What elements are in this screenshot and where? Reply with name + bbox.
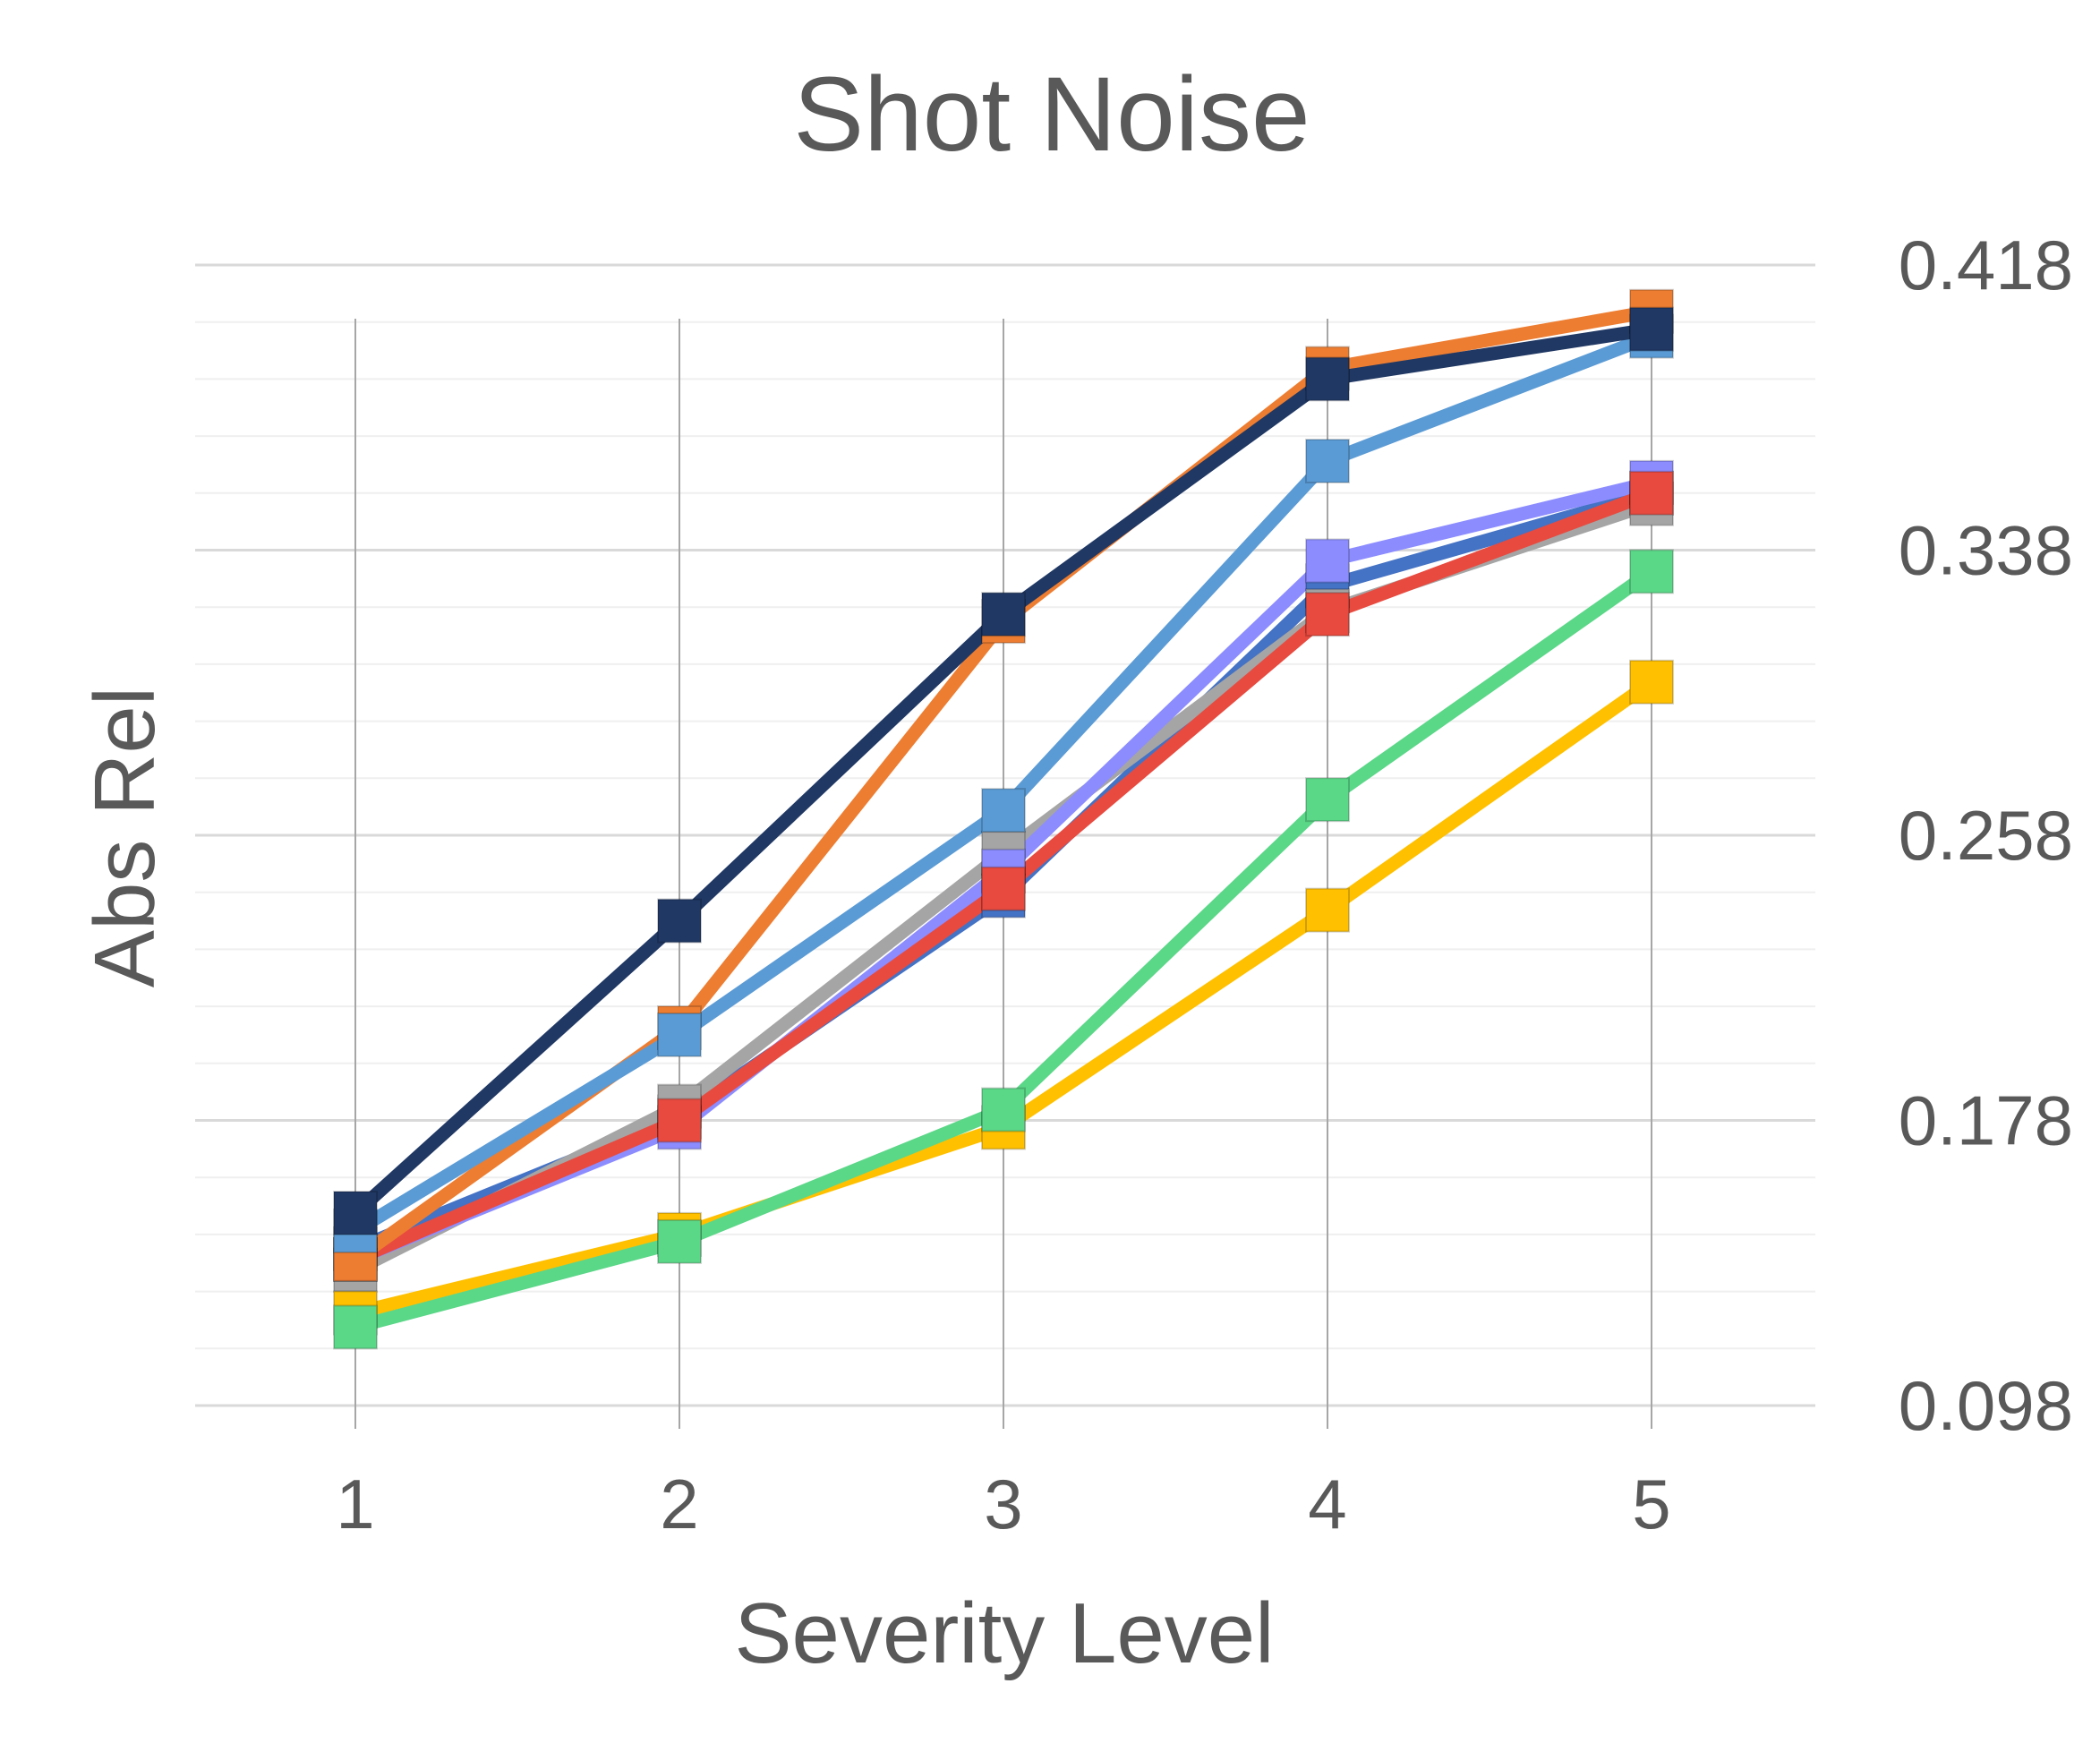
- series-8-point-4: [1305, 438, 1350, 483]
- x-axis-label: Severity Level: [735, 1585, 1275, 1681]
- x-tick-label: 3: [984, 1465, 1022, 1543]
- series-5-point-5: [1629, 659, 1674, 705]
- x-tick-label: 5: [1632, 1465, 1670, 1543]
- y-tick-label: 0.338: [1899, 511, 2073, 590]
- x-tick-label: 4: [1308, 1465, 1346, 1543]
- series-9-point-5: [1629, 306, 1674, 352]
- series-9-point-4: [1305, 356, 1350, 402]
- y-tick-label: 0.178: [1899, 1081, 2073, 1160]
- series-4-point-4: [1305, 592, 1350, 637]
- series-8-point-2: [657, 1012, 702, 1057]
- x-tick-label: 1: [336, 1465, 374, 1543]
- series-6-point-4: [1305, 777, 1350, 823]
- y-tick-label: 0.098: [1899, 1366, 2073, 1445]
- chart-title: Shot Noise: [793, 56, 1310, 174]
- series-4-point-3: [981, 866, 1026, 911]
- x-tick-label: 2: [660, 1465, 698, 1543]
- series-6-point-2: [657, 1218, 702, 1264]
- series-3-point-4: [1305, 538, 1350, 584]
- series-9-point-2: [657, 898, 702, 944]
- series-5-point-4: [1305, 887, 1350, 933]
- series-8-point-3: [981, 788, 1026, 833]
- series-4-point-2: [657, 1098, 702, 1143]
- x-tick-labels: 1 2 3 4 5: [336, 1465, 1670, 1543]
- series-6-point-1: [333, 1304, 378, 1350]
- y-tick-label: 0.258: [1899, 796, 2073, 875]
- y-tick-labels: 0.098 0.178 0.258 0.338 0.418: [1899, 226, 2073, 1445]
- series-9-point-1: [333, 1191, 378, 1236]
- series-9-point-3: [981, 592, 1026, 637]
- series-4-point-5: [1629, 470, 1674, 516]
- series-6-point-3: [981, 1087, 1026, 1132]
- y-axis-label: Abs Rel: [77, 687, 173, 987]
- y-tick-label: 0.418: [1899, 226, 2073, 304]
- series-6-point-5: [1629, 549, 1674, 594]
- series-markers: [333, 288, 1674, 1350]
